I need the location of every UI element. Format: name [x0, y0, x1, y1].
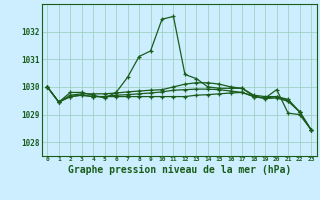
X-axis label: Graphe pression niveau de la mer (hPa): Graphe pression niveau de la mer (hPa): [68, 165, 291, 175]
